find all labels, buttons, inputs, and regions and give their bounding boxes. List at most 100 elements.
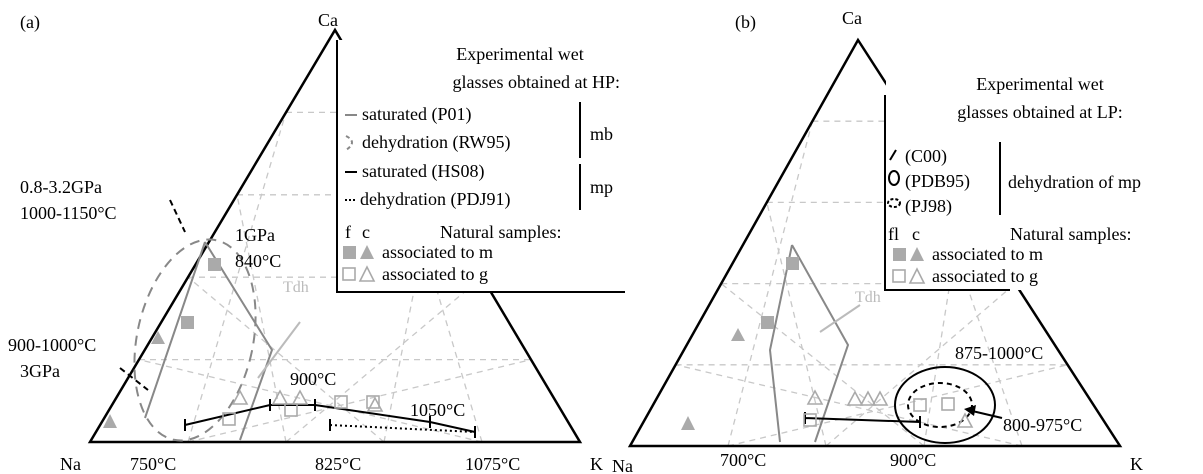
grid-line xyxy=(727,364,1068,447)
sym xyxy=(893,248,906,261)
tdh-line xyxy=(257,321,301,379)
legend-group: mb xyxy=(590,124,613,144)
legend-title: glasses obtained at HP: xyxy=(453,72,620,92)
grid-line xyxy=(923,202,964,447)
annotation: 3GPa xyxy=(20,361,60,381)
sym xyxy=(892,269,906,283)
legend-title: glasses obtained at LP: xyxy=(957,102,1122,122)
curve xyxy=(144,241,206,419)
markers-hollow xyxy=(222,389,384,426)
annotation: 875-1000°C xyxy=(955,343,1043,363)
vertex: Na xyxy=(612,456,633,474)
legend-bg xyxy=(338,40,625,292)
curve xyxy=(791,244,850,443)
marker xyxy=(181,316,194,329)
annotation: 1075°C xyxy=(465,454,520,474)
marker xyxy=(731,328,745,341)
annotation: 1GPa xyxy=(235,225,275,245)
annotation: 0.8-3.2GPa xyxy=(20,177,102,197)
grid-line xyxy=(766,202,827,447)
legend-bg xyxy=(886,42,1186,290)
legend-col: fl xyxy=(888,224,899,244)
legend-entry: saturated (HS08) xyxy=(362,161,484,182)
legend-sub: Natural samples: xyxy=(440,222,561,242)
vertex: K xyxy=(590,454,603,474)
sym xyxy=(908,267,926,284)
sym xyxy=(343,246,356,259)
legend-entry: associated to m xyxy=(382,242,493,262)
annotation: 1050°C xyxy=(410,400,465,420)
annotation: 825°C xyxy=(315,454,361,474)
arrows xyxy=(119,199,186,391)
legend-title: Experimental wet xyxy=(976,74,1103,94)
panel-b: (b) Ca Na K Experimental wet glasses obt… xyxy=(612,8,1186,474)
grid-line xyxy=(138,358,483,443)
legend-frame xyxy=(884,95,1010,291)
legend-sub: Natural samples: xyxy=(1010,224,1131,244)
marker xyxy=(103,414,117,428)
annotation: Tdh xyxy=(283,279,309,296)
legend-entry: associated to m xyxy=(932,244,1043,264)
legend-entry: (C00) xyxy=(905,146,947,167)
sym xyxy=(342,267,356,281)
annotation: 900°C xyxy=(290,369,336,389)
legend-col: f xyxy=(345,222,351,242)
sym xyxy=(360,245,374,259)
tdh-line xyxy=(819,304,861,333)
vertex: K xyxy=(1130,454,1143,474)
legend-col: c xyxy=(912,224,920,244)
annotation: 900-1000°C xyxy=(8,335,96,355)
grid-line xyxy=(187,358,532,443)
curve xyxy=(768,244,793,443)
legend-entry: (PDB95) xyxy=(905,171,970,192)
sym xyxy=(358,265,376,282)
sym xyxy=(888,170,900,186)
marker xyxy=(151,331,165,344)
annotation: 840°C xyxy=(235,251,281,271)
annotation: 750°C xyxy=(130,454,176,474)
annotation: 800-975°C xyxy=(1003,415,1082,435)
grid-line xyxy=(285,276,483,443)
sym xyxy=(887,198,901,208)
legend-entry: saturated (P01) xyxy=(362,104,471,125)
legend-entry: dehydration (RW95) xyxy=(362,132,510,153)
grid-line xyxy=(187,276,385,443)
legend-title: Experimental wet xyxy=(456,44,583,64)
grid-line xyxy=(187,112,287,443)
grid-line xyxy=(236,194,287,443)
pj98-field xyxy=(907,382,973,428)
legend-group: dehydration of mp xyxy=(1008,172,1141,192)
legend-col: c xyxy=(362,222,370,242)
sym xyxy=(910,247,924,261)
vertex: Ca xyxy=(842,8,862,28)
legend-group: mp xyxy=(590,177,613,197)
annotation: 900°C xyxy=(890,450,936,470)
legend-entry: associated to g xyxy=(932,266,1038,286)
sym xyxy=(889,149,897,161)
pdb95-field xyxy=(894,366,996,444)
marker xyxy=(761,316,774,329)
vertex: Na xyxy=(60,454,81,474)
panel-label: (b) xyxy=(735,12,756,33)
marker xyxy=(786,257,799,270)
legend-entry: dehydration (PDJ91) xyxy=(360,189,510,210)
legend-frame xyxy=(336,40,625,293)
legend-entry: associated to g xyxy=(382,264,488,284)
marker xyxy=(681,416,695,430)
legend-entry: (PJ98) xyxy=(905,196,952,217)
vertex: Ca xyxy=(318,10,338,30)
annotation: 1000-1150°C xyxy=(20,203,117,223)
sym xyxy=(345,135,353,151)
dashed-field xyxy=(133,238,257,442)
arrowhead xyxy=(964,405,976,416)
panel-label: (a) xyxy=(20,12,40,33)
marker xyxy=(208,258,221,271)
annotation: 700°C xyxy=(720,450,766,470)
annotation: Tdh xyxy=(855,289,881,306)
grid-line xyxy=(825,283,1016,447)
panel-a: (a) Ca Na K Experimental wet glasses obt… xyxy=(8,10,625,474)
markers-hollow xyxy=(803,389,974,428)
ticks xyxy=(184,399,476,438)
pdj91-line xyxy=(329,424,476,433)
